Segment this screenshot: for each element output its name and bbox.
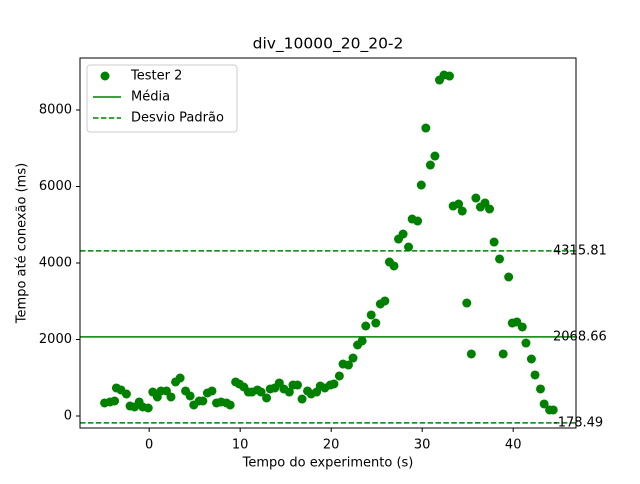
point <box>398 229 408 239</box>
point <box>225 400 235 410</box>
point <box>430 151 440 161</box>
point <box>262 393 272 403</box>
point <box>357 336 367 346</box>
point <box>175 373 185 383</box>
point <box>504 272 514 282</box>
point <box>361 321 371 331</box>
point <box>284 387 294 397</box>
x-tick-label: 30 <box>414 438 431 453</box>
point <box>416 180 426 190</box>
x-tick-label: 40 <box>505 438 522 453</box>
x-tick-label: 0 <box>145 438 153 453</box>
y-tick-label: 0 <box>64 408 72 423</box>
point <box>489 237 499 247</box>
point <box>454 199 464 209</box>
point <box>256 387 266 397</box>
point <box>380 296 390 306</box>
reference-label: 2068.66 <box>553 329 607 344</box>
point <box>485 204 495 214</box>
point <box>198 396 208 406</box>
point <box>536 384 546 394</box>
point <box>110 396 120 406</box>
point <box>121 389 131 399</box>
x-axis-label: Tempo do experimento (s) <box>242 456 414 471</box>
legend-label: Tester 2 <box>130 69 182 84</box>
point <box>389 261 399 271</box>
x-tick-label: 10 <box>232 438 249 453</box>
y-tick-label: 4000 <box>39 256 72 271</box>
point <box>457 206 467 216</box>
point <box>466 349 476 359</box>
point <box>471 193 481 203</box>
point <box>539 399 549 409</box>
point <box>371 318 381 328</box>
y-tick-label: 6000 <box>39 179 72 194</box>
point <box>366 310 376 320</box>
point <box>207 386 217 396</box>
y-axis-label: Tempo até conexão (ms) <box>15 163 30 324</box>
point <box>334 371 344 381</box>
plot-frame <box>79 57 577 429</box>
point <box>517 322 527 332</box>
point <box>462 298 472 308</box>
point <box>444 71 454 81</box>
point <box>185 391 195 401</box>
point <box>329 379 339 389</box>
reference-label: 4315.81 <box>553 243 607 258</box>
point <box>521 338 531 348</box>
point <box>421 123 431 133</box>
point <box>526 354 536 364</box>
point <box>425 160 435 170</box>
point <box>166 392 176 402</box>
reference-label: -178.49 <box>553 415 603 430</box>
point <box>404 242 414 252</box>
legend-label: Média <box>131 90 170 105</box>
point <box>293 380 303 390</box>
point <box>530 370 540 380</box>
point <box>343 360 353 370</box>
y-tick-label: 2000 <box>39 332 72 347</box>
x-tick-label: 20 <box>323 438 340 453</box>
point <box>143 403 153 413</box>
point <box>413 216 423 226</box>
point <box>348 353 358 363</box>
point <box>495 254 505 264</box>
y-tick-label: 8000 <box>39 103 72 118</box>
legend-label: Desvio Padrão <box>131 111 224 126</box>
point <box>548 405 558 415</box>
point <box>297 394 307 404</box>
legend-box <box>86 64 238 133</box>
chart-title: div_10000_20_20-2 <box>253 35 404 54</box>
point <box>498 349 508 359</box>
legend-marker <box>100 71 110 81</box>
